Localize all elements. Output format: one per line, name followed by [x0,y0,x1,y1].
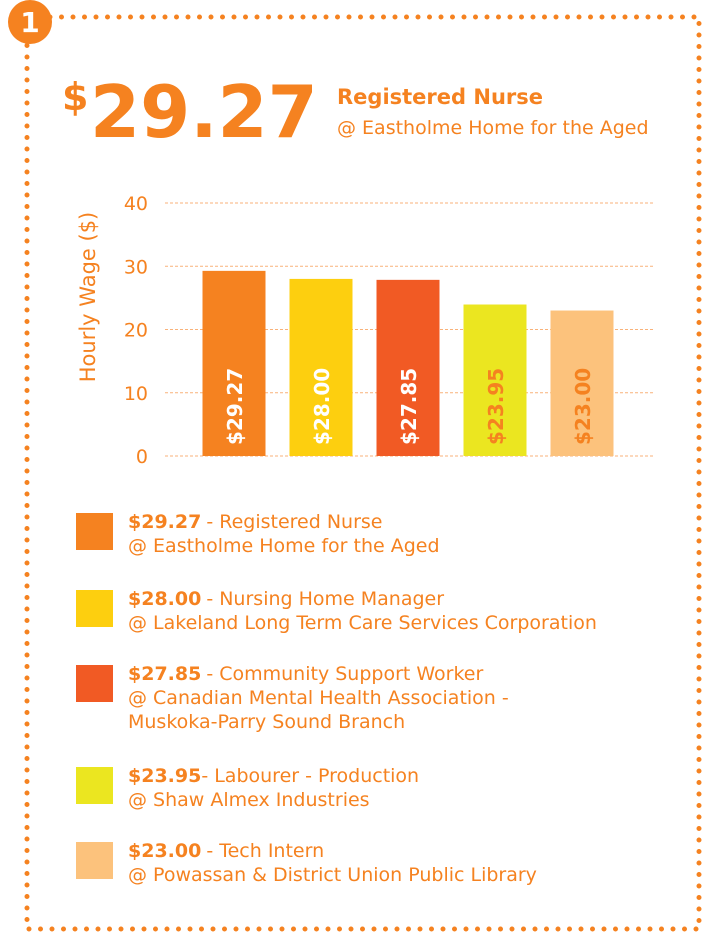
legend-title: - Tech Intern [206,840,324,862]
bar [550,310,614,456]
bar-value-label: $29.27 [223,368,247,445]
legend-employer: Muskoka-Parry Sound Branch [128,711,405,733]
legend-employer: @ Powassan & District Union Public Libra… [128,864,537,886]
legend-title: - Labourer - Production [201,765,419,787]
legend-value: $23.00 [128,840,201,862]
bar [376,279,440,456]
bar [202,270,266,456]
bar-value-label: $28.00 [310,368,334,445]
headline-amount: 29.27 [90,70,318,154]
y-tick-label: 30 [124,256,148,278]
legend-title: - Community Support Worker [206,663,483,685]
badge [8,0,52,44]
headline-symbol: $ [62,75,88,119]
badge-number: 1 [20,6,39,39]
legend-value: $28.00 [128,588,201,610]
legend-employer: @ Canadian Mental Health Association - [128,687,509,709]
legend-line: $23.00- Tech Intern [128,840,324,862]
bar-value-label: $23.95 [484,368,508,445]
bar-value-label: $23.00 [571,368,595,445]
legend-line: $27.85- Community Support Worker [128,663,484,685]
headline-title: Registered Nurse [337,85,543,109]
legend-employer: @ Shaw Almex Industries [128,789,370,811]
headline-subtitle: @ Eastholme Home for the Aged [337,117,649,139]
legend-swatch [76,513,113,550]
legend-line: $28.00- Nursing Home Manager [128,588,444,610]
legend-value: $27.85 [128,663,201,685]
legend-swatch [76,590,113,627]
y-axis-label: Hourly Wage ($) [76,212,100,382]
legend-title: - Registered Nurse [206,511,382,533]
legend-line: $23.95- Labourer - Production [128,765,419,787]
bar [289,278,353,456]
y-tick-label: 20 [124,320,148,342]
y-tick-label: 0 [136,446,148,468]
legend-swatch [76,842,113,879]
bar [463,304,527,456]
y-tick-label: 40 [124,193,148,215]
legend-line: $29.27- Registered Nurse [128,511,382,533]
legend-employer: @ Lakeland Long Term Care Services Corpo… [128,612,597,634]
y-tick-label: 10 [124,383,148,405]
bar-value-label: $27.85 [397,368,421,445]
legend-swatch [76,665,113,702]
legend-value: $29.27 [128,511,201,533]
legend-title: - Nursing Home Manager [206,588,444,610]
legend-employer: @ Eastholme Home for the Aged [128,535,440,557]
legend-swatch [76,767,113,804]
legend-value: $23.95 [128,765,201,787]
dotted-frame [24,14,702,932]
